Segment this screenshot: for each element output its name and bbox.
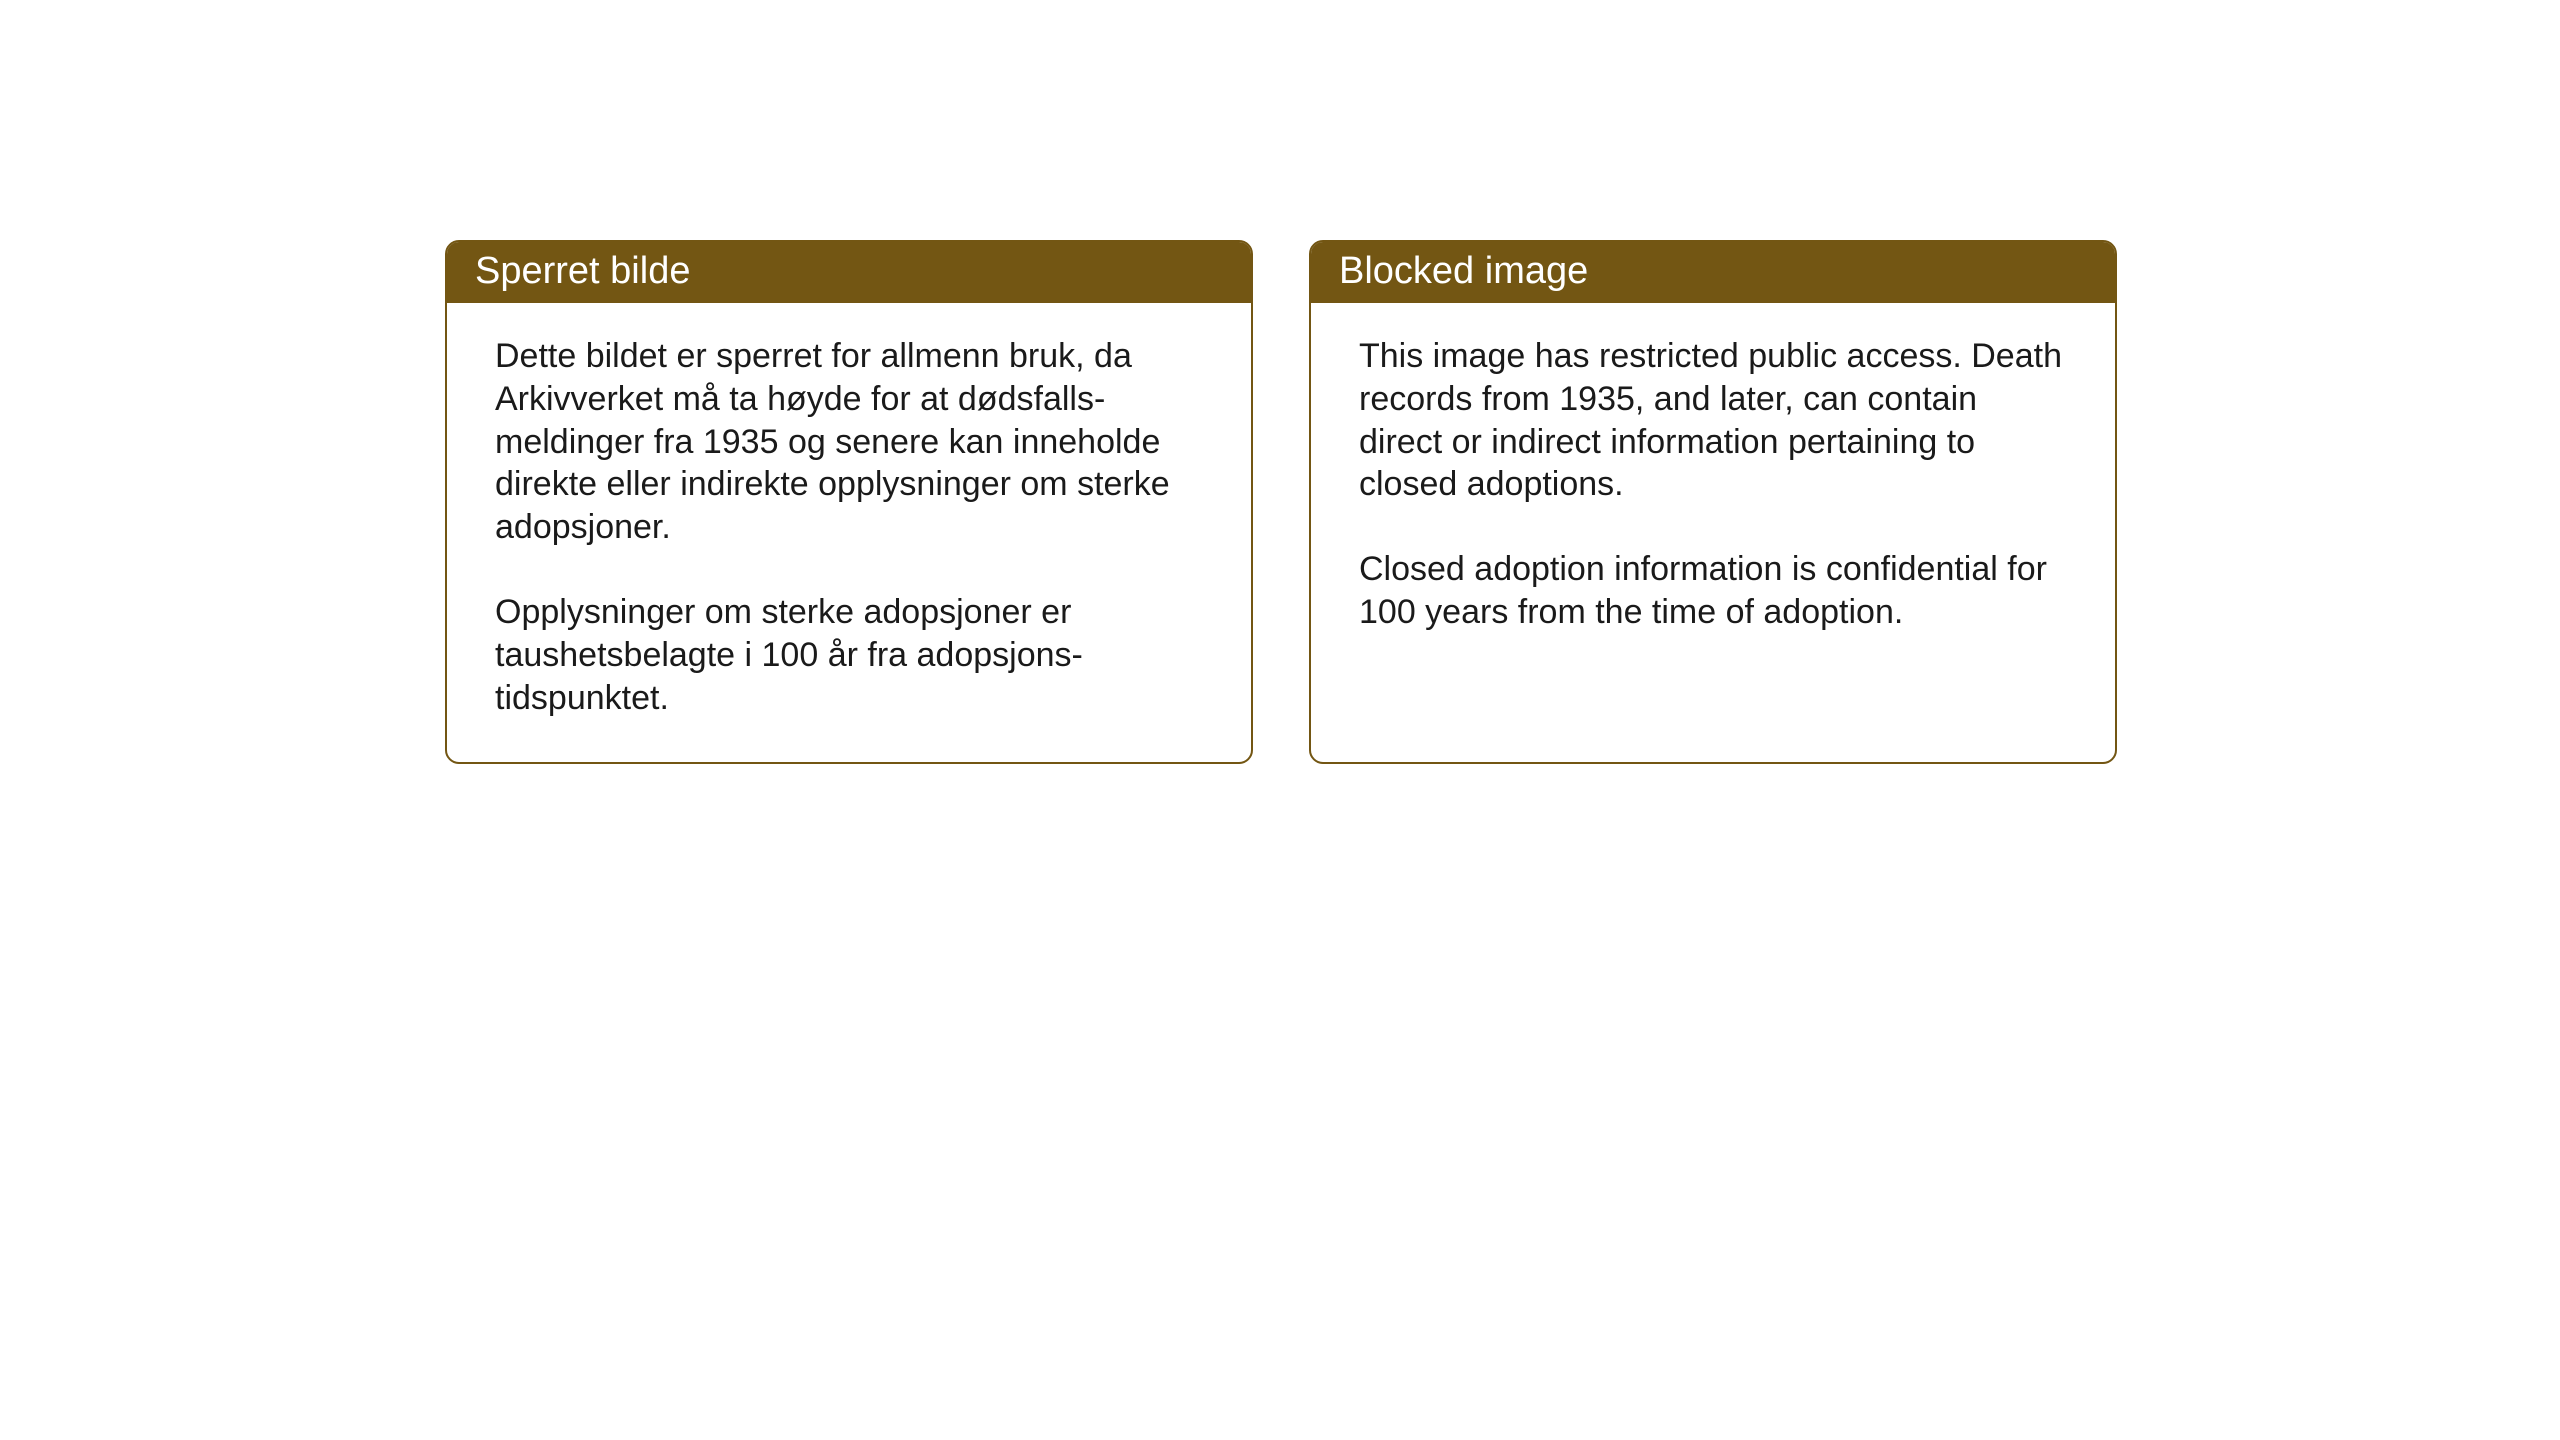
notice-body-norwegian: Dette bildet er sperret for allmenn bruk… [447, 303, 1251, 762]
notice-header-english: Blocked image [1311, 242, 2115, 303]
notice-paragraph-2-norwegian: Opplysninger om sterke adopsjoner er tau… [495, 591, 1203, 719]
notice-container: Sperret bilde Dette bildet er sperret fo… [445, 240, 2117, 764]
notice-paragraph-1-english: This image has restricted public access.… [1359, 335, 2067, 506]
notice-paragraph-2-english: Closed adoption information is confident… [1359, 548, 2067, 634]
notice-paragraph-1-norwegian: Dette bildet er sperret for allmenn bruk… [495, 335, 1203, 549]
notice-body-english: This image has restricted public access.… [1311, 303, 2115, 743]
notice-card-english: Blocked image This image has restricted … [1309, 240, 2117, 764]
notice-header-norwegian: Sperret bilde [447, 242, 1251, 303]
notice-card-norwegian: Sperret bilde Dette bildet er sperret fo… [445, 240, 1253, 764]
